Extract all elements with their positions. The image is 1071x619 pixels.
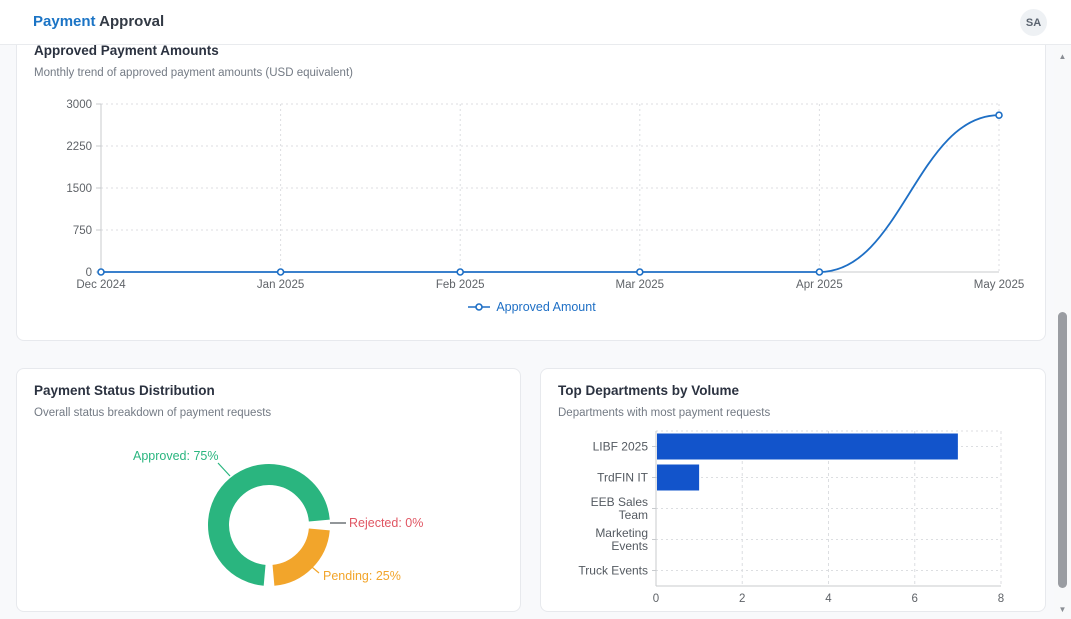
svg-text:Dec 2024: Dec 2024 <box>76 279 126 291</box>
svg-text:TrdFIN IT: TrdFIN IT <box>597 471 649 485</box>
svg-text:4: 4 <box>825 593 832 605</box>
page-title: Payment Approval <box>33 13 164 30</box>
approved-amounts-line-chart[interactable]: 0 750 1500 2250 3000 Dec 2024 Jan 2025 Feb 2025… <box>17 45 1046 291</box>
app-header: Payment Approval SA <box>0 0 1071 45</box>
svg-text:3000: 3000 <box>66 99 92 111</box>
svg-text:LIBF 2025: LIBF 2025 <box>593 440 649 454</box>
vertical-scrollbar[interactable]: ▲ ▼ <box>1054 46 1071 619</box>
dashboard-content: Approved Payment Amounts Monthly trend o… <box>0 45 1054 619</box>
svg-text:May 2025: May 2025 <box>974 279 1025 291</box>
svg-text:2: 2 <box>739 593 745 605</box>
trend-legend[interactable]: Approved Amount <box>17 299 1045 317</box>
page-title-secondary: Approval <box>99 13 165 30</box>
svg-text:Feb 2025: Feb 2025 <box>436 279 485 291</box>
scrollbar-thumb[interactable] <box>1058 312 1067 588</box>
svg-text:Mar 2025: Mar 2025 <box>616 279 665 291</box>
scroll-up-icon[interactable]: ▲ <box>1058 51 1067 61</box>
payment-status-card: Payment Status Distribution Overall stat… <box>16 368 521 612</box>
svg-text:Jan 2025: Jan 2025 <box>257 279 304 291</box>
svg-text:8: 8 <box>998 593 1004 605</box>
svg-text:0: 0 <box>653 593 659 605</box>
rejected-legend-label: Rejected <box>346 611 393 612</box>
approved-amounts-card: Approved Payment Amounts Monthly trend o… <box>16 45 1046 341</box>
departments-card-title: Top Departments by Volume <box>558 383 740 398</box>
user-avatar[interactable]: SA <box>1020 9 1047 36</box>
scroll-down-icon[interactable]: ▼ <box>1058 604 1067 614</box>
total-requests-legend-label: Total Requests <box>764 611 843 612</box>
svg-text:Truck Events: Truck Events <box>578 564 648 578</box>
departments-bar-chart[interactable]: LIBF 2025 TrdFIN IT EEB Sales Team Marketing… <box>541 369 1046 612</box>
svg-text:2250: 2250 <box>66 141 92 153</box>
top-departments-card: Top Departments by Volume Departments wi… <box>540 368 1046 612</box>
svg-text:6: 6 <box>912 593 918 605</box>
status-card-title: Payment Status Distribution <box>34 383 215 398</box>
svg-text:750: 750 <box>73 225 92 237</box>
svg-text:Apr 2025: Apr 2025 <box>796 279 843 291</box>
line-legend-marker-icon <box>468 303 491 311</box>
rejected-slice-label: Rejected: 0% <box>349 516 424 530</box>
trend-legend-label: Approved Amount <box>496 300 596 314</box>
pending-slice-label: Pending: 25% <box>323 569 401 583</box>
status-donut-chart[interactable] <box>17 369 521 612</box>
approved-slice-label: Approved: 75% <box>133 449 219 463</box>
page-title-primary: Payment <box>33 13 96 30</box>
svg-text:1500: 1500 <box>66 183 92 195</box>
trend-card-title: Approved Payment Amounts <box>34 45 219 58</box>
svg-text:0: 0 <box>86 267 92 279</box>
trend-card-subtitle: Monthly trend of approved payment amount… <box>34 67 353 79</box>
departments-card-subtitle: Departments with most payment requests <box>558 407 771 419</box>
approved-legend-label: Approved <box>164 611 215 612</box>
status-card-subtitle: Overall status breakdown of payment requ… <box>34 407 272 419</box>
departments-legend[interactable]: Total Requests <box>541 607 1045 612</box>
status-legend[interactable]: Approved Pending Rejected <box>17 607 520 612</box>
pending-legend-label: Pending <box>259 611 303 612</box>
